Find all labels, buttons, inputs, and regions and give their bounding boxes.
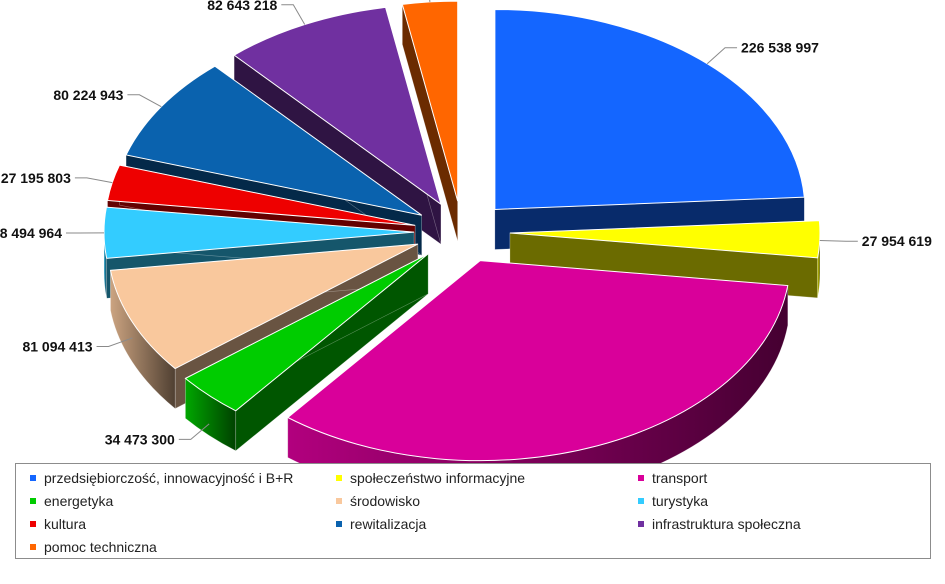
legend-label-transport: transport [652,470,708,486]
legend-swatch-kultura [30,521,36,528]
legend-label-przedsiebiorczosc-innowacyjnosc-i-b-r: przedsiębiorczość, innowacyjność i B+R [44,470,294,486]
legend-label-rewitalizacja: rewitalizacja [350,516,427,532]
legend-swatch-srodowisko [336,498,342,505]
legend: przedsiębiorczość, innowacyjność i B+R sp… [15,463,931,559]
slice-energetyka [184,253,429,412]
slice-spoleczenstwo-informacyjne [509,220,821,259]
leader-line-energetyka [178,423,210,440]
data-label-srodowisko: 81 094 413 [22,339,92,355]
data-label-rewitalizacja: 80 224 943 [53,87,123,103]
legend-item-turystyka: turystyka [638,491,708,511]
leader-line-spoleczenstwo-informacyjne [819,240,858,242]
data-label-przedsiebiorczosc-innowacyjnosc-i-b-r: 226 538 997 [741,40,819,56]
leader-line-infrastruktura-spoleczna [281,4,306,25]
data-label-infrastruktura-spoleczna: 82 643 218 [207,0,277,13]
legend-swatch-pomoc-techniczna [30,544,36,551]
legend-swatch-turystyka [638,498,644,505]
legend-label-kultura: kultura [44,516,87,532]
slice-srodowisko [109,243,419,370]
legend-swatch-przedsiebiorczosc-innowacyjnosc-i-b-r [30,475,36,482]
legend-item-infrastruktura-spoleczna: infrastruktura społeczna [638,514,801,534]
legend-swatch-infrastruktura-spoleczna [638,521,644,528]
legend-item-spoleczenstwo-informacyjne: społeczeństwo informacyjne [336,468,525,488]
legend-item-rewitalizacja: rewitalizacja [336,514,426,534]
legend-item-kultura: kultura [30,514,86,534]
slice-turystyka [103,206,415,259]
legend-label-turystyka: turystyka [652,493,709,509]
legend-label-infrastruktura-spoleczna: infrastruktura społeczna [652,516,801,532]
legend-item-przedsiebiorczosc-innowacyjnosc-i-b-r: przedsiębiorczość, innowacyjność i B+R [30,468,293,488]
legend-swatch-rewitalizacja [336,521,342,528]
data-label-kultura: 27 195 803 [1,170,71,186]
legend-label-srodowisko: środowisko [350,493,421,509]
legend-swatch-energetyka [30,498,36,505]
legend-label-spoleczenstwo-informacyjne: społeczeństwo informacyjne [350,470,526,486]
slice-transport [286,260,789,462]
legend-item-transport: transport [638,468,707,488]
data-label-energetyka: 34 473 300 [105,431,175,447]
leader-line-kultura [74,177,113,184]
slice-pomoc-techniczna [401,0,459,202]
legend-swatch-transport [638,475,644,482]
legend-label-pomoc-techniczna: pomoc techniczna [44,539,157,555]
slice-rewitalizacja [125,65,422,216]
legend-item-srodowisko: środowisko [336,491,420,511]
data-label-turystyka: 38 494 964 [0,225,62,241]
leader-line-srodowisko [96,337,133,348]
legend-item-pomoc-techniczna: pomoc techniczna [30,537,157,557]
legend-label-energetyka: energetyka [44,493,114,509]
legend-swatch-spoleczenstwo-informacyjne [336,475,342,482]
leader-line-przedsiebiorczosc-innowacyjnosc-i-b-r [706,47,738,65]
legend-item-energetyka: energetyka [30,491,113,511]
slice-infrastruktura-spoleczna [233,6,442,206]
data-label-spoleczenstwo-informacyjne: 27 954 619 [862,233,932,249]
pie-tops [103,0,821,462]
leader-line-rewitalizacja [127,94,162,108]
